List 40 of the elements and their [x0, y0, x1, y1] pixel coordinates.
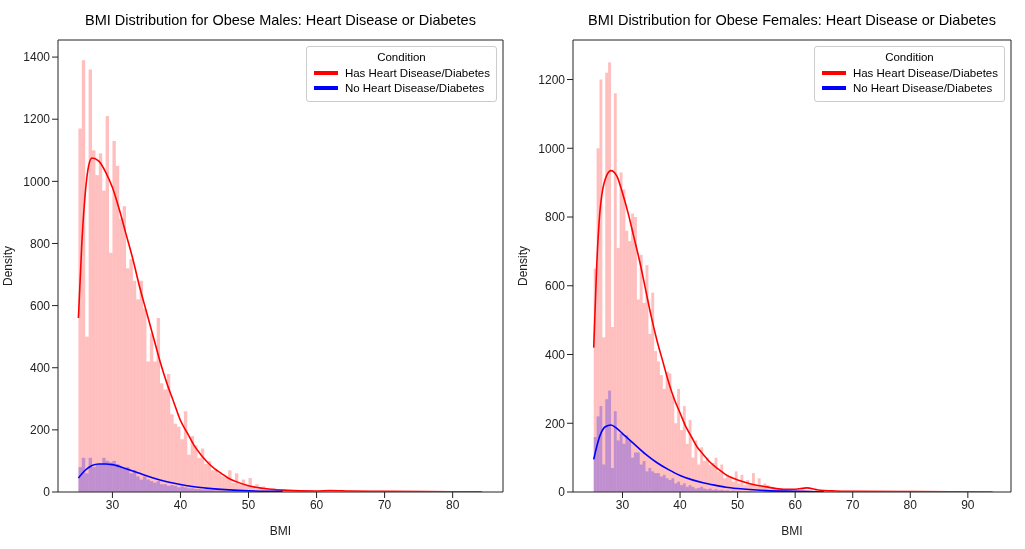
legend-label: No Heart Disease/Diabetes [852, 82, 993, 94]
legend-title: Condition [376, 51, 427, 63]
y-tick-label: 1200 [23, 112, 51, 127]
y-tick-label: 200 [544, 416, 566, 431]
y-tick-label: 800 [544, 210, 566, 225]
x-tick-label: 80 [445, 497, 460, 512]
y-axis-title: Density [1, 245, 16, 287]
y-tick-label: 800 [29, 236, 51, 251]
y-tick-label: 0 [43, 485, 51, 500]
y-tick-label: 600 [544, 279, 566, 294]
x-tick-label: 30 [105, 497, 120, 512]
x-tick-label: 70 [846, 497, 860, 512]
x-tick-label: 90 [961, 497, 975, 512]
legend-label: No Heart Disease/Diabetes [344, 82, 485, 94]
x-tick-label: 60 [788, 497, 803, 512]
y-tick-label: 600 [29, 298, 51, 313]
x-tick-label: 50 [241, 497, 256, 512]
chart-title: BMI Distribution for Obese Females: Heart Disease or Diabetes [587, 12, 997, 28]
x-tick-label: 60 [309, 497, 324, 512]
y-tick-label: 400 [29, 361, 51, 375]
y-tick-label: 400 [544, 347, 566, 362]
x-tick-label: 40 [173, 497, 188, 512]
y-tick-label: 1000 [538, 141, 566, 156]
legend-label: Has Heart Disease/Diabetes [852, 67, 998, 79]
x-tick-label: 50 [730, 497, 745, 512]
x-tick-label: 80 [903, 497, 918, 512]
y-tick-label: 200 [29, 423, 51, 438]
y-tick-label: 0 [558, 485, 566, 500]
y-tick-label: 1000 [23, 174, 51, 189]
y-axis-title: Density [516, 245, 531, 287]
x-axis-title: BMI [781, 524, 803, 538]
legend-title: Condition [884, 51, 935, 63]
x-axis-title: BMI [269, 524, 292, 538]
x-tick-label: 70 [377, 497, 392, 512]
y-tick-label: 1400 [23, 50, 51, 65]
y-tick-label: 1200 [538, 72, 566, 87]
x-tick-label: 30 [615, 497, 630, 512]
chart-title: BMI Distribution for Obese Males: Heart Disease or Diabetes [84, 12, 477, 28]
legend-label: Has Heart Disease/Diabetes [344, 67, 490, 79]
x-tick-label: 40 [673, 497, 688, 512]
